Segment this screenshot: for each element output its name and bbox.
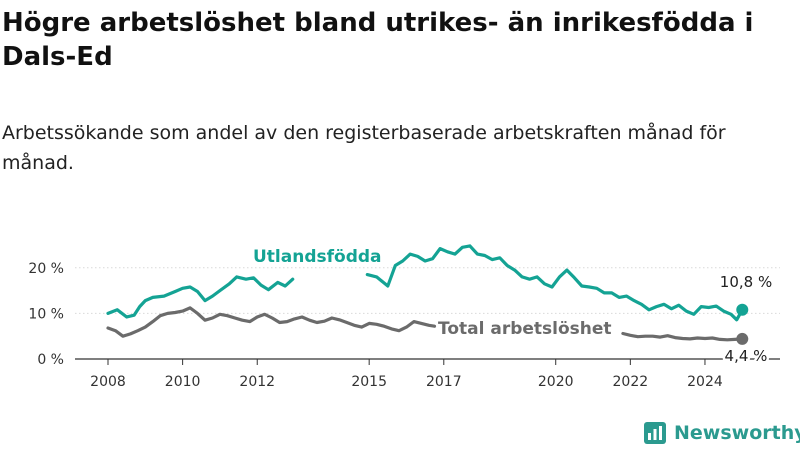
series-label-halo: Total arbetslöshet [438, 319, 612, 339]
y-tick-label: 20 % [28, 261, 64, 277]
series-label: Total arbetslöshet [438, 319, 612, 339]
x-tick-label: 2024 [687, 374, 723, 390]
end-value-label-halo: 10,8 % [720, 273, 772, 291]
y-tick-label: 10 % [28, 306, 64, 322]
y-tick-label: 0 % [37, 352, 64, 368]
bar-chart-logo-icon [644, 422, 666, 444]
x-axis: 0 % 10 % 20 % 2008 2010 2012 2015 2017 2020 2022 2… [28, 261, 722, 390]
end-value-label: 4,4 % [725, 347, 768, 365]
x-tick-label: 2012 [239, 374, 275, 390]
end-point-marker [736, 303, 749, 316]
chart-subtitle: Arbetssökande som andel av den registerb… [2, 122, 726, 174]
gridlines [75, 267, 780, 360]
chart-title: Högre arbetslöshet bland utrikes- än inr… [2, 8, 754, 72]
x-tick-label: 2017 [426, 374, 462, 390]
end-point-marker [736, 332, 749, 345]
series-lines [106, 244, 749, 345]
brand-name: Newsworthy [674, 422, 800, 444]
series-line-utlandsfodda [106, 244, 744, 322]
series-label-halo: Utlandsfödda [253, 247, 382, 267]
end-value-label-halo: 4,4 % [725, 347, 768, 365]
x-tick-label: 2008 [90, 374, 126, 390]
end-value-label: 10,8 % [720, 273, 772, 291]
newsworthy-logo: Newsworthy [644, 420, 800, 446]
line-chart: 0 % 10 % 20 % 2008 2010 2012 2015 2017 2020 2022 2… [28, 244, 780, 390]
series-label: Utlandsfödda [253, 247, 382, 267]
x-tick-label: 2020 [538, 374, 574, 390]
x-tick-label: 2022 [613, 374, 649, 390]
series-line-total [106, 306, 744, 342]
x-tick-label: 2015 [351, 374, 387, 390]
x-tick-label: 2010 [165, 374, 201, 390]
